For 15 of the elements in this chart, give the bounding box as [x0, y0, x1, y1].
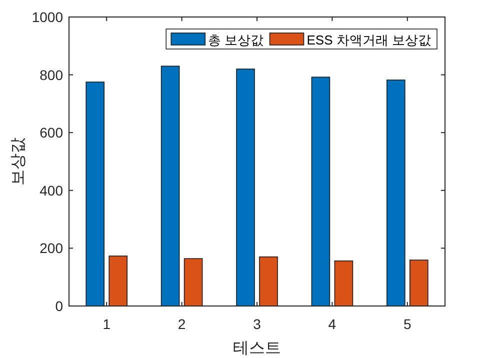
- x-tick-label: 3: [253, 316, 262, 332]
- y-tick-label: 0: [55, 298, 64, 314]
- y-axis-title: 보상값: [10, 138, 27, 186]
- x-axis-title: 테스트: [233, 340, 281, 357]
- y-tick-label: 200: [40, 240, 64, 256]
- x-tick-label: 2: [178, 316, 186, 332]
- x-tick-label: 5: [404, 316, 412, 332]
- x-tick-label: 4: [328, 316, 336, 332]
- y-tick-label: 400: [40, 182, 64, 198]
- legend-label: ESS 차액거래 보상값: [306, 32, 431, 48]
- y-tick-label: 600: [40, 124, 64, 141]
- y-tick-label: 1000: [32, 9, 64, 25]
- y-tick-label: 800: [40, 66, 64, 83]
- x-tick-label: 1: [102, 316, 111, 332]
- legend-label: 총 보상값: [208, 32, 264, 48]
